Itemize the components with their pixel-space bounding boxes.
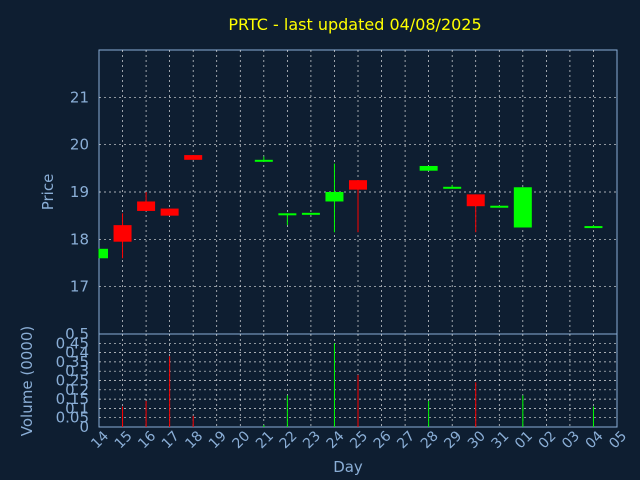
- volume-tick-label: 0.4: [65, 344, 89, 362]
- volume-tick-label: 0.2: [65, 381, 89, 399]
- candle: [160, 208, 179, 216]
- volume-grid: [99, 334, 617, 427]
- x-tick-label: 30: [465, 428, 489, 452]
- candle-body: [419, 165, 438, 171]
- volume-tick-label: 0.25: [56, 372, 89, 390]
- candle-body: [99, 248, 108, 259]
- price-tick-label: 20: [70, 136, 89, 154]
- x-tick-label: 24: [324, 428, 348, 452]
- x-tick-label: 20: [229, 428, 253, 452]
- x-tick-label: 16: [135, 428, 159, 452]
- candle: [301, 212, 320, 215]
- x-tick-label: 05: [606, 428, 630, 452]
- candle-body: [443, 186, 462, 189]
- x-tick-label: 02: [536, 428, 560, 452]
- volume-axis: 00.050.10.150.20.250.30.350.40.450.5: [56, 325, 89, 436]
- x-tick-label: 28: [418, 428, 442, 452]
- price-axis-label: Price: [39, 174, 57, 211]
- price-tick-label: 17: [70, 278, 89, 296]
- candle: [584, 225, 603, 229]
- x-tick-label: 26: [371, 428, 395, 452]
- volume-axis-label: Volume (0000): [18, 326, 36, 436]
- price-axis: 17 18 19 20 21: [70, 88, 89, 295]
- x-tick-label: 31: [488, 428, 512, 452]
- candle-body: [160, 208, 179, 216]
- candle-body: [513, 187, 532, 228]
- candle: [113, 213, 132, 259]
- volume-tick-label: 0.5: [65, 325, 89, 343]
- price-tick-label: 19: [70, 183, 89, 201]
- candle: [513, 187, 532, 228]
- x-tick-label: 01: [512, 428, 536, 452]
- volume-tick-label: 0.3: [65, 362, 89, 380]
- x-tick-label: 19: [206, 428, 230, 452]
- candle-body: [278, 213, 297, 216]
- x-axis-label: Day: [333, 458, 363, 476]
- x-tick-label: 21: [253, 428, 277, 452]
- x-tick-label: 25: [347, 428, 371, 452]
- x-tick-label: 29: [441, 428, 465, 452]
- candle: [466, 194, 485, 233]
- candle: [137, 192, 156, 211]
- candle-body: [113, 225, 132, 242]
- volume-tick-label: 0.05: [56, 409, 89, 427]
- x-tick-label: 14: [88, 428, 112, 452]
- candle: [490, 205, 509, 208]
- candle: [325, 163, 344, 233]
- x-tick-label: 22: [277, 428, 301, 452]
- volume-bars: [122, 343, 594, 427]
- candle: [419, 165, 438, 171]
- candle-body: [301, 212, 320, 215]
- chart-title: PRTC - last updated 04/08/2025: [228, 15, 481, 34]
- price-grid: [99, 50, 617, 334]
- x-axis: 14 15 16 17 18 19 20 21 22 23 24 25 26 27 28 29 30 31 01 02…: [88, 428, 630, 452]
- candle-body: [466, 194, 485, 207]
- x-tick-label: 03: [559, 428, 583, 452]
- candle: [443, 184, 462, 189]
- candles: [98, 155, 603, 259]
- volume-tick-label: 0.45: [56, 334, 89, 352]
- candle-body: [184, 155, 203, 160]
- volume-tick-label: 0.15: [56, 390, 89, 408]
- candle: [254, 156, 273, 162]
- candle: [184, 155, 203, 160]
- x-tick-label: 27: [394, 428, 418, 452]
- x-tick-label: 15: [112, 428, 136, 452]
- x-tick-label: 17: [159, 428, 183, 452]
- candle: [98, 248, 108, 259]
- volume-tick-label: 0.35: [56, 353, 89, 371]
- volume-tick-label: 0.1: [65, 399, 89, 417]
- x-tick-label: 04: [583, 428, 607, 452]
- x-tick-label: 23: [300, 428, 324, 452]
- candle-body: [254, 159, 273, 162]
- candle-body: [349, 180, 367, 190]
- candle-body: [325, 192, 344, 202]
- candle-body: [137, 201, 156, 211]
- candle: [278, 213, 297, 226]
- candle-body: [490, 205, 509, 208]
- volume-tick-label: 0: [79, 418, 89, 436]
- price-tick-label: 21: [70, 88, 89, 106]
- price-tick-label: 18: [70, 230, 89, 248]
- x-tick-label: 18: [182, 428, 206, 452]
- candle: [349, 180, 367, 233]
- candle-body: [584, 226, 603, 229]
